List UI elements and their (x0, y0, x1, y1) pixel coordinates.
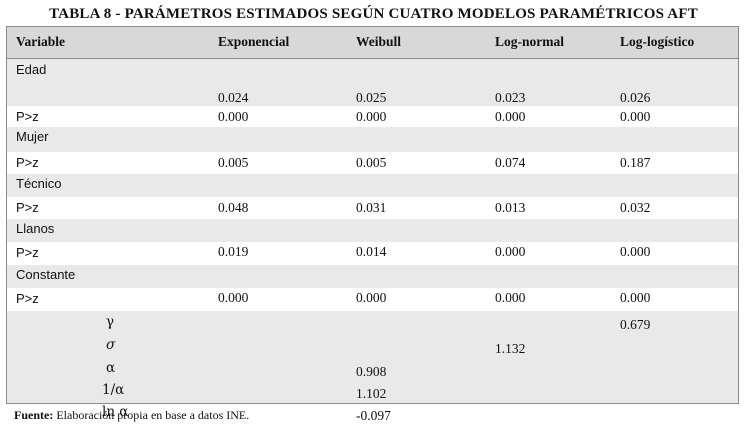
header-log-logistico: Log-logístico (620, 34, 695, 49)
param-value-alpha-wei: 0.908 (356, 364, 387, 379)
table-row-tecnico-pz: P>z 0.048 0.031 0.013 0.032 (7, 197, 738, 219)
cell-wei: 0.031 (356, 200, 387, 215)
cell-wei: 0.014 (356, 244, 387, 259)
table-row-llanos-pz: P>z 0.019 0.014 0.000 0.000 (7, 242, 738, 265)
param-value-sigma-logn: 1.132 (495, 341, 526, 356)
cell-exp: 0.024 (218, 90, 249, 105)
param-value-ln-alpha-wei: -0.097 (356, 408, 391, 423)
row-label: Llanos (16, 221, 55, 236)
param-label-ln-alpha: ln α (102, 404, 129, 420)
row-label: P>z (16, 109, 39, 124)
row-label: Técnico (16, 176, 62, 191)
row-label: P>z (16, 155, 39, 170)
header-weibull: Weibull (356, 34, 402, 49)
header-variable: Variable (16, 34, 66, 49)
cell-exp: 0.000 (218, 290, 249, 305)
row-label: P>z (16, 291, 39, 306)
cell-exp: 0.048 (218, 200, 249, 215)
cell-logl: 0.000 (620, 244, 651, 259)
cell-logn: 0.000 (495, 244, 526, 259)
row-label: Edad (16, 62, 47, 77)
table-title: TABLA 8 - PARÁMETROS ESTIMADOS SEGÚN CUA… (49, 6, 698, 22)
cell-logn: 0.023 (495, 90, 526, 105)
param-value-inv-alpha-wei: 1.102 (356, 386, 387, 401)
table-row-constante: Constante1.2311.1730.7340.618 (7, 265, 738, 304)
row-label: P>z (16, 245, 39, 260)
table-header: Variable Exponencial Weibull Log-normal … (7, 27, 738, 59)
cell-wei: 0.025 (356, 90, 387, 105)
param-label-sigma: σ (106, 337, 116, 353)
table-row-edad: Edad 0.024 0.025 0.023 0.026 (7, 59, 738, 106)
cell-wei: 0.005 (356, 155, 387, 170)
parameters-table: Variable Exponencial Weibull Log-normal … (6, 26, 739, 423)
param-label-gamma: γ (106, 314, 115, 330)
table-row-mujer: Mujer0.2210.2230.1200.099 (7, 127, 738, 167)
cell-logn: 0.074 (495, 155, 526, 170)
cell-logl: 0.000 (620, 109, 651, 124)
table-row-tecnico: Técnico-0.181-0.200-0.201-0.200 (7, 174, 738, 212)
cell-logn: 0.000 (495, 290, 526, 305)
row-label: Mujer (16, 129, 49, 144)
cell-exp: 0.005 (218, 155, 249, 170)
param-label-inv-alpha: 1/α (102, 382, 125, 398)
table-row-edad-pz: P>z 0.000 0.000 0.000 0.000 (7, 106, 738, 127)
cell-exp: 0.019 (218, 244, 249, 259)
cell-logl: 0.187 (620, 155, 651, 170)
cell-logl: 0.032 (620, 200, 651, 215)
header-log-normal: Log-normal (495, 34, 564, 49)
cell-wei: 0.000 (356, 290, 387, 305)
row-label: Constante (16, 267, 76, 282)
table-row-llanos: Llanos-0.230-0.242-0.294-0.360 (7, 219, 738, 258)
source-note: Fuente: Elaboración propia en base a dat… (14, 408, 249, 423)
cell-exp: 0.000 (218, 109, 249, 124)
param-label-alpha: α (106, 360, 116, 376)
table-row-mujer-pz: P>z 0.005 0.005 0.074 0.187 (7, 152, 738, 174)
cell-logl: 0.026 (620, 90, 651, 105)
cell-wei: 0.000 (356, 109, 387, 124)
source-label: Fuente: (14, 408, 54, 422)
param-value-gamma-logl: 0.679 (620, 317, 651, 332)
table-row-constante-pz: P>z 0.000 0.000 0.000 0.000 (7, 288, 738, 311)
ancillary-params-block (7, 311, 738, 403)
cell-logn: 0.013 (495, 200, 526, 215)
source-text: Elaboración propia en base a datos INE. (53, 408, 250, 422)
cell-logn: 0.000 (495, 109, 526, 124)
row-label: P>z (16, 200, 39, 215)
header-exponencial: Exponencial (218, 34, 290, 49)
cell-logl: 0.000 (620, 290, 651, 305)
